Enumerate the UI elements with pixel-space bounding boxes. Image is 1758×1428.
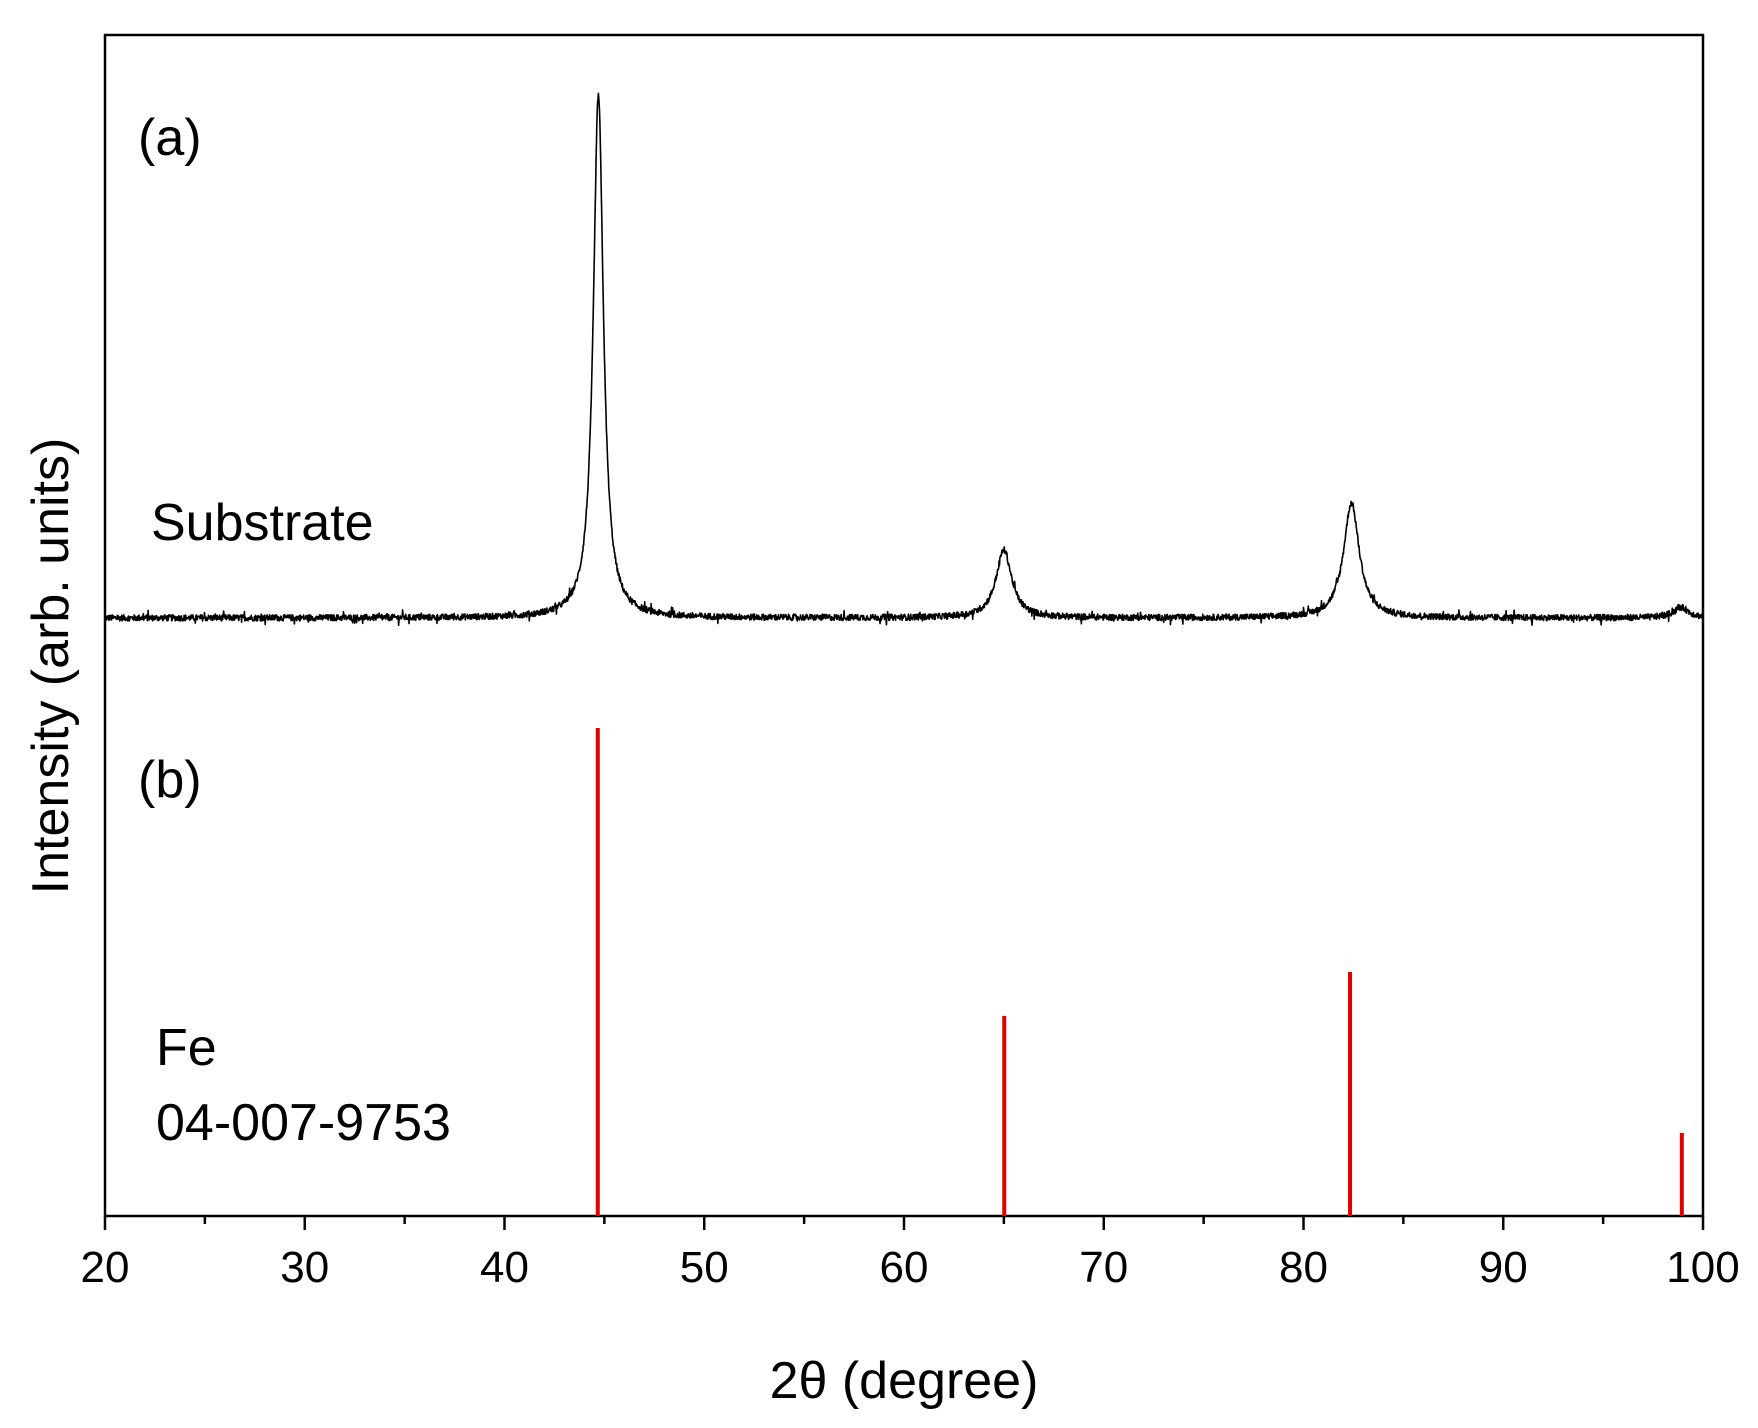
x-axis-label: 2θ (degree) bbox=[770, 1352, 1039, 1410]
plot-frame bbox=[103, 33, 1705, 1218]
panel-a-label: (a) bbox=[138, 109, 202, 167]
x-tick-label: 100 bbox=[1666, 1243, 1739, 1292]
substrate-label: Substrate bbox=[151, 494, 374, 552]
x-tick-label: 90 bbox=[1479, 1243, 1528, 1292]
fe-reference-bars bbox=[595, 728, 1684, 1216]
x-tick-label: 30 bbox=[280, 1243, 329, 1292]
panel-b-label: (b) bbox=[138, 751, 202, 809]
x-tick-label: 70 bbox=[1079, 1243, 1128, 1292]
y-axis-label: Intensity (arb. units) bbox=[22, 438, 80, 895]
x-axis-tick-labels: 20 30 40 50 60 70 80 90 100 bbox=[81, 1243, 1740, 1292]
substrate-xrd-trace bbox=[104, 92, 1704, 627]
x-tick-label: 20 bbox=[81, 1243, 130, 1292]
fe-reference-code: 04-007-9753 bbox=[156, 1094, 451, 1152]
x-tick-label: 50 bbox=[680, 1243, 729, 1292]
x-tick-label: 60 bbox=[880, 1243, 929, 1292]
x-tick-label: 80 bbox=[1279, 1243, 1328, 1292]
x-tick-label: 40 bbox=[480, 1243, 529, 1292]
x-axis-ticks bbox=[103, 1216, 1705, 1230]
fe-label: Fe bbox=[156, 1019, 217, 1077]
